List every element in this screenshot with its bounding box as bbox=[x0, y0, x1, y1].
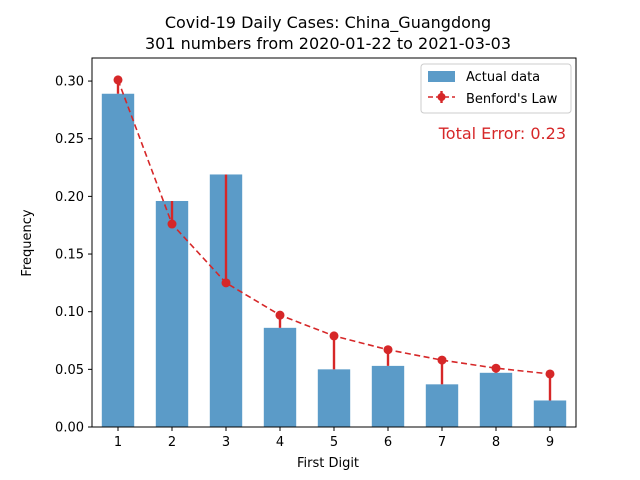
benford-point-digit-6 bbox=[383, 345, 393, 355]
y-axis: 0.00 0.05 0.10 0.15 0.20 0.25 0.30 bbox=[55, 75, 92, 436]
x-axis-label: First Digit bbox=[297, 456, 359, 471]
benford-point-digit-2 bbox=[167, 219, 177, 229]
y-tick-label: 0.05 bbox=[55, 363, 84, 378]
bar-digit-6 bbox=[371, 365, 405, 427]
x-axis: 1 2 3 4 5 6 7 8 9 bbox=[114, 427, 554, 450]
y-tick-label: 0.15 bbox=[55, 248, 84, 263]
bar-digit-4 bbox=[263, 327, 297, 427]
legend-label-actual: Actual data bbox=[466, 70, 540, 85]
x-tick-label: 1 bbox=[114, 435, 122, 450]
benford-point-digit-7 bbox=[437, 355, 447, 365]
bar-digit-5 bbox=[317, 369, 351, 427]
legend-bar-swatch bbox=[428, 71, 455, 82]
x-tick-label: 5 bbox=[330, 435, 338, 450]
benford-point-digit-5 bbox=[329, 331, 339, 341]
legend-label-benford: Benford's Law bbox=[466, 92, 558, 107]
legend-marker-swatch bbox=[437, 93, 446, 101]
x-tick-label: 9 bbox=[546, 435, 554, 450]
benford-point-digit-8 bbox=[491, 363, 501, 373]
x-tick-label: 7 bbox=[438, 435, 446, 450]
x-tick-label: 6 bbox=[384, 435, 392, 450]
x-tick-label: 8 bbox=[492, 435, 500, 450]
y-tick-label: 0.25 bbox=[55, 132, 84, 147]
bar-digit-2 bbox=[155, 200, 189, 427]
benford-point-digit-4 bbox=[275, 310, 285, 320]
benford-point-digit-1 bbox=[113, 75, 123, 85]
y-tick-label: 0.00 bbox=[55, 421, 84, 436]
bar-digit-9 bbox=[533, 400, 567, 427]
x-tick-label: 4 bbox=[276, 435, 284, 450]
legend-frame bbox=[420, 63, 572, 114]
y-tick-label: 0.20 bbox=[55, 190, 84, 205]
y-tick-label: 0.10 bbox=[55, 305, 84, 320]
chart-title: Covid-19 Daily Cases: China_Guangdong bbox=[165, 13, 491, 33]
y-axis-label: Frequency bbox=[20, 209, 35, 276]
bar-digit-1 bbox=[101, 93, 135, 427]
bar-digit-7 bbox=[425, 384, 459, 427]
x-tick-label: 3 bbox=[222, 435, 230, 450]
bar-group bbox=[101, 93, 567, 427]
benford-point-digit-3 bbox=[221, 278, 231, 288]
x-tick-label: 2 bbox=[168, 435, 176, 450]
y-tick-label: 0.30 bbox=[55, 75, 84, 90]
benford-point-digit-9 bbox=[545, 369, 555, 379]
benford-points-group bbox=[113, 75, 555, 379]
total-error-annotation: Total Error: 0.23 bbox=[438, 124, 566, 143]
bar-digit-8 bbox=[479, 372, 513, 427]
chart-subtitle: 301 numbers from 2020-01-22 to 2021-03-0… bbox=[145, 34, 511, 53]
legend: Actual data Benford's Law bbox=[420, 63, 572, 114]
